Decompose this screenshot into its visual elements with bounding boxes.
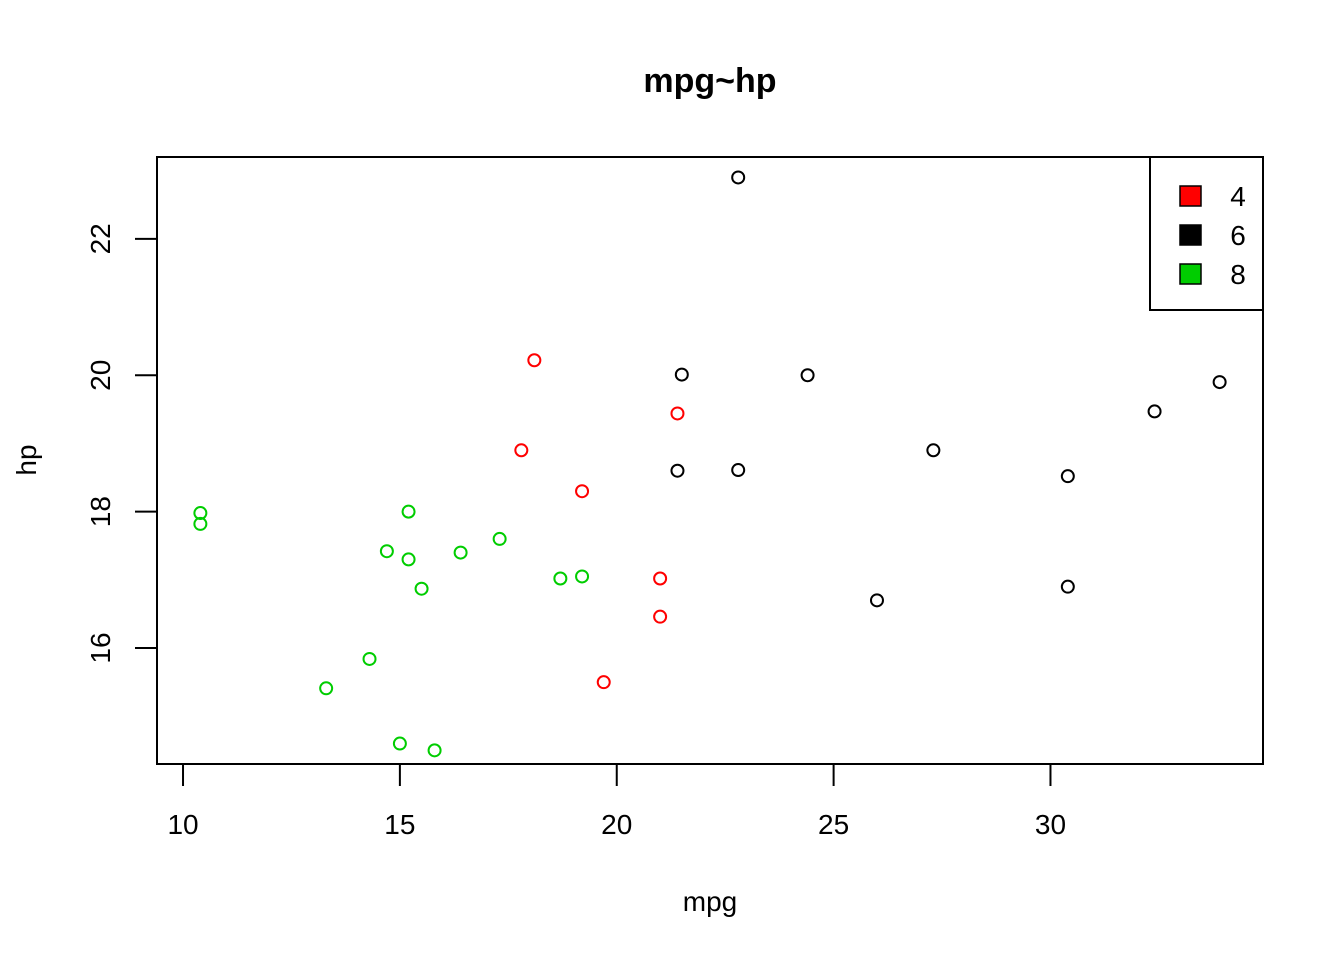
x-tick-label: 15 bbox=[384, 809, 415, 840]
y-tick-label: 18 bbox=[85, 496, 116, 527]
data-point bbox=[653, 609, 668, 624]
data-point bbox=[427, 743, 442, 758]
data-point bbox=[514, 443, 529, 458]
data-point bbox=[653, 571, 668, 586]
x-tick-label: 25 bbox=[818, 809, 849, 840]
data-point bbox=[1060, 579, 1075, 594]
y-tick-label: 16 bbox=[85, 632, 116, 663]
chart-title: mpg~hp bbox=[643, 62, 776, 100]
data-point bbox=[731, 170, 746, 185]
data-points bbox=[193, 170, 1227, 758]
data-point bbox=[193, 506, 208, 521]
y-tick-label: 20 bbox=[85, 360, 116, 391]
data-point bbox=[392, 736, 407, 751]
data-point bbox=[670, 406, 685, 421]
x-tick-label: 20 bbox=[601, 809, 632, 840]
y-axis: 16 18 20 22 bbox=[85, 223, 158, 664]
data-point bbox=[575, 484, 590, 499]
x-axis: 10 15 20 25 30 bbox=[167, 763, 1066, 840]
data-point bbox=[527, 353, 542, 368]
legend-label: 4 bbox=[1230, 181, 1246, 212]
y-tick-label: 22 bbox=[85, 223, 116, 254]
data-point bbox=[319, 681, 334, 696]
data-point bbox=[800, 368, 815, 383]
data-point bbox=[492, 531, 507, 546]
legend-swatch bbox=[1179, 185, 1202, 207]
data-point bbox=[926, 443, 941, 458]
data-point bbox=[362, 651, 377, 666]
data-point bbox=[453, 545, 468, 560]
data-point bbox=[674, 367, 689, 382]
legend: 4 6 8 bbox=[1149, 156, 1264, 311]
data-point bbox=[553, 571, 568, 586]
data-point bbox=[414, 581, 429, 596]
legend-swatch bbox=[1179, 224, 1202, 246]
legend-frame bbox=[1149, 156, 1264, 311]
legend-label: 6 bbox=[1230, 220, 1246, 251]
plot-frame bbox=[156, 156, 1264, 765]
legend-label: 8 bbox=[1230, 259, 1246, 290]
data-point bbox=[1147, 404, 1162, 419]
data-point bbox=[1212, 375, 1227, 390]
legend-swatch bbox=[1179, 263, 1202, 285]
y-axis-label: hp bbox=[11, 444, 42, 475]
data-point bbox=[401, 552, 416, 567]
data-point bbox=[379, 544, 394, 559]
data-point bbox=[193, 516, 208, 531]
x-tick-label: 30 bbox=[1035, 809, 1066, 840]
data-point bbox=[596, 675, 611, 690]
data-point bbox=[731, 463, 746, 478]
x-tick-label: 10 bbox=[167, 809, 198, 840]
x-axis-label: mpg bbox=[683, 886, 737, 917]
data-point bbox=[401, 504, 416, 519]
data-point bbox=[670, 463, 685, 478]
data-point bbox=[869, 593, 884, 608]
data-point bbox=[1060, 469, 1075, 484]
data-point bbox=[575, 569, 590, 584]
